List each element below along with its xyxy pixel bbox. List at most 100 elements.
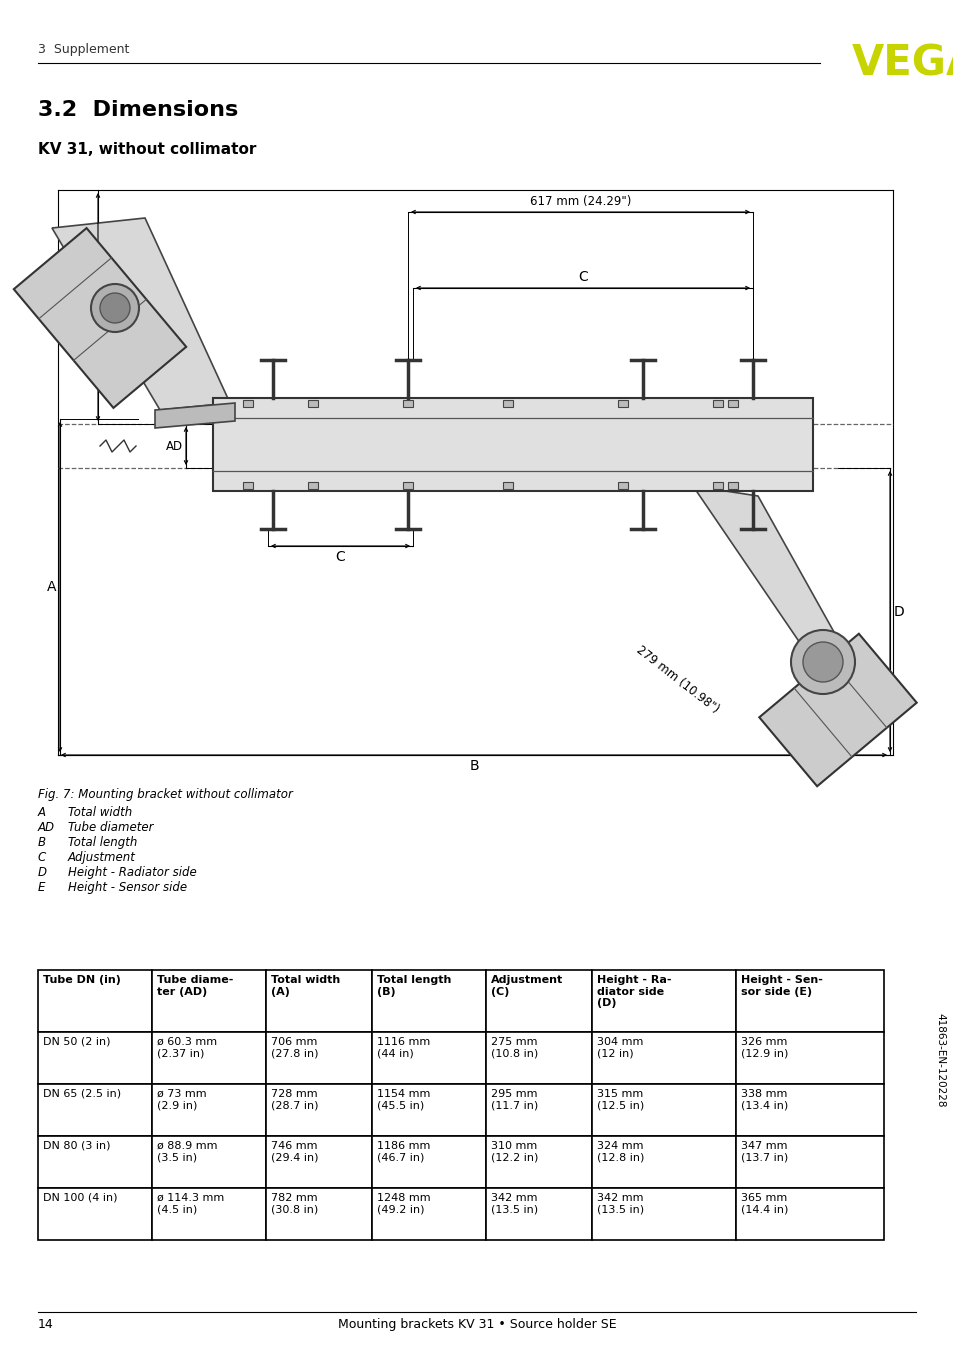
Bar	[152, 1085, 266, 1136]
Text: 304 mm
(12 in): 304 mm (12 in)	[597, 1037, 642, 1059]
Text: ø 60.3 mm
(2.37 in): ø 60.3 mm (2.37 in)	[157, 1037, 217, 1059]
Bar	[308, 482, 317, 489]
Text: 275 mm
(10.8 in): 275 mm (10.8 in)	[491, 1037, 537, 1059]
Text: 315 mm
(12.5 in): 315 mm (12.5 in)	[597, 1089, 643, 1110]
Text: E: E	[85, 301, 94, 314]
Text: Height - Sen-
sor side (E): Height - Sen- sor side (E)	[740, 975, 822, 997]
Bar	[502, 399, 513, 408]
Bar	[735, 1187, 883, 1240]
Text: 324 mm
(12.8 in): 324 mm (12.8 in)	[597, 1141, 643, 1163]
Text: 14: 14	[38, 1317, 53, 1331]
Bar	[152, 969, 266, 1032]
Bar	[38, 1187, 152, 1240]
Text: 279 mm (10.98"): 279 mm (10.98")	[634, 643, 721, 716]
Bar	[727, 482, 738, 489]
Bar	[152, 1136, 266, 1187]
Text: B: B	[38, 835, 46, 849]
Bar	[485, 1187, 592, 1240]
Text: C: C	[38, 852, 46, 864]
Text: 746 mm
(29.4 in): 746 mm (29.4 in)	[271, 1141, 318, 1163]
Bar	[266, 1136, 372, 1187]
Text: Tube DN (in): Tube DN (in)	[43, 975, 121, 984]
Polygon shape	[692, 486, 857, 676]
Bar	[592, 969, 735, 1032]
Text: Height - Radiator side: Height - Radiator side	[68, 867, 196, 879]
Text: Mounting brackets KV 31 • Source holder SE: Mounting brackets KV 31 • Source holder …	[337, 1317, 616, 1331]
Bar	[402, 482, 413, 489]
Bar	[485, 969, 592, 1032]
Text: Total length: Total length	[68, 835, 137, 849]
Text: AD: AD	[38, 821, 55, 834]
Bar	[592, 1187, 735, 1240]
Bar	[152, 1032, 266, 1085]
Text: ø 88.9 mm
(3.5 in): ø 88.9 mm (3.5 in)	[157, 1141, 217, 1163]
Text: Total width: Total width	[68, 806, 132, 819]
Bar	[243, 482, 253, 489]
Text: 3.2  Dimensions: 3.2 Dimensions	[38, 100, 238, 121]
Bar	[712, 482, 722, 489]
Polygon shape	[13, 227, 186, 408]
Text: Height - Ra-
diator side
(D): Height - Ra- diator side (D)	[597, 975, 671, 1009]
Bar	[38, 1085, 152, 1136]
Bar	[735, 1136, 883, 1187]
Bar	[735, 1032, 883, 1085]
Text: Total width
(A): Total width (A)	[271, 975, 340, 997]
Bar	[266, 1085, 372, 1136]
Text: E: E	[38, 881, 46, 894]
Text: 326 mm
(12.9 in): 326 mm (12.9 in)	[740, 1037, 787, 1059]
Circle shape	[100, 292, 130, 324]
Text: 310 mm
(12.2 in): 310 mm (12.2 in)	[491, 1141, 537, 1163]
Text: Adjustment: Adjustment	[68, 852, 135, 864]
Bar	[372, 969, 485, 1032]
Circle shape	[802, 642, 842, 682]
Bar	[38, 969, 152, 1032]
Text: 3  Supplement: 3 Supplement	[38, 43, 130, 57]
Text: 41863-EN-120228: 41863-EN-120228	[934, 1013, 944, 1108]
Text: 338 mm
(13.4 in): 338 mm (13.4 in)	[740, 1089, 787, 1110]
Bar	[485, 1136, 592, 1187]
Text: Tube diameter: Tube diameter	[68, 821, 153, 834]
Bar	[618, 482, 627, 489]
Bar	[152, 1187, 266, 1240]
Bar	[592, 1136, 735, 1187]
Text: DN 50 (2 in): DN 50 (2 in)	[43, 1037, 111, 1047]
Bar	[727, 399, 738, 408]
Text: A: A	[38, 806, 46, 819]
Text: B: B	[469, 760, 478, 773]
Circle shape	[790, 630, 854, 695]
Circle shape	[91, 284, 139, 332]
Text: DN 80 (3 in): DN 80 (3 in)	[43, 1141, 111, 1151]
Text: Adjustment
(C): Adjustment (C)	[491, 975, 562, 997]
Text: Tube diame-
ter (AD): Tube diame- ter (AD)	[157, 975, 233, 997]
Text: KV 31, without collimator: KV 31, without collimator	[38, 142, 256, 157]
Text: 295 mm
(11.7 in): 295 mm (11.7 in)	[491, 1089, 537, 1110]
Polygon shape	[154, 403, 234, 428]
Bar	[592, 1032, 735, 1085]
Text: 342 mm
(13.5 in): 342 mm (13.5 in)	[597, 1193, 643, 1215]
Polygon shape	[52, 218, 230, 410]
Bar	[372, 1187, 485, 1240]
Text: 1116 mm
(44 in): 1116 mm (44 in)	[376, 1037, 430, 1059]
Text: DN 100 (4 in): DN 100 (4 in)	[43, 1193, 117, 1202]
Bar	[485, 1085, 592, 1136]
Text: D: D	[893, 604, 903, 619]
Text: 617 mm (24.29"): 617 mm (24.29")	[529, 195, 631, 209]
Bar	[502, 482, 513, 489]
Bar	[308, 399, 317, 408]
Text: ø 114.3 mm
(4.5 in): ø 114.3 mm (4.5 in)	[157, 1193, 224, 1215]
Text: Total length
(B): Total length (B)	[376, 975, 451, 997]
Text: VEGA: VEGA	[851, 42, 953, 84]
Text: 1248 mm
(49.2 in): 1248 mm (49.2 in)	[376, 1193, 430, 1215]
Bar	[712, 399, 722, 408]
Text: 782 mm
(30.8 in): 782 mm (30.8 in)	[271, 1193, 318, 1215]
Text: Fig. 7: Mounting bracket without collimator: Fig. 7: Mounting bracket without collima…	[38, 788, 293, 802]
Text: Height - Sensor side: Height - Sensor side	[68, 881, 187, 894]
Bar	[735, 1085, 883, 1136]
Bar	[266, 969, 372, 1032]
Text: C: C	[578, 269, 587, 284]
Text: DN 65 (2.5 in): DN 65 (2.5 in)	[43, 1089, 121, 1099]
Bar	[592, 1085, 735, 1136]
Text: A: A	[47, 580, 56, 594]
Bar	[735, 969, 883, 1032]
Text: 728 mm
(28.7 in): 728 mm (28.7 in)	[271, 1089, 318, 1110]
